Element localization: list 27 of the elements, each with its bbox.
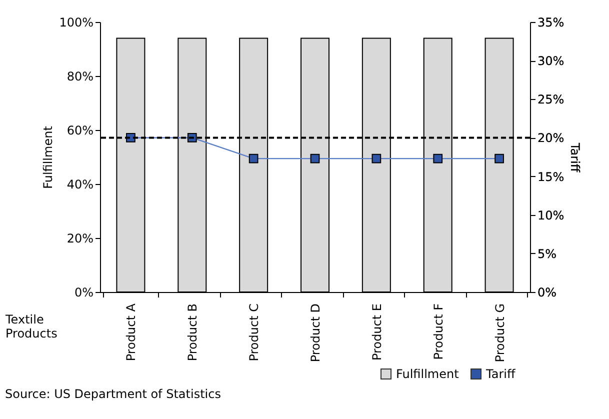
y-tick-label: 60%	[66, 124, 94, 138]
y2-axis-title: Tariff	[568, 142, 582, 173]
y2-tick-label: 25%	[538, 92, 564, 107]
y-tick-label: 100%	[59, 16, 94, 30]
y-tick-label: 40%	[66, 178, 94, 192]
x-tick-label: Product E	[370, 304, 384, 360]
legend-label: Fulfillment	[396, 367, 460, 381]
y2-tick-label: 30%	[538, 54, 564, 68]
y2-tick-label: 5%	[538, 246, 557, 261]
y2-tick-label: 10%	[538, 208, 564, 222]
y2-tick-label: 15%	[538, 170, 564, 184]
x-tick-label: Product G	[492, 304, 507, 362]
x-axis-title: Textile Products	[4, 312, 58, 340]
x-tick-label: Product F	[431, 303, 446, 360]
y-tick-label: 0%	[74, 286, 94, 300]
y2-tick-label: 20%	[538, 131, 564, 146]
x-tick-label: Product C	[247, 304, 262, 362]
x-tick-label: Product B	[186, 304, 200, 362]
y-tick-label: 20%	[66, 232, 94, 246]
x-tick-label: Product A	[124, 302, 138, 362]
x-tick-label: Product D	[308, 304, 322, 362]
source-note: Source: US Department of Statistics	[5, 387, 221, 401]
y-axis-title: Fulfillment	[41, 126, 56, 189]
y-tick-label: 80%	[66, 70, 94, 84]
y2-tick-label: 0%	[538, 286, 557, 300]
y2-tick-label: 35%	[538, 16, 564, 30]
legend-label: Tariff	[485, 367, 516, 381]
